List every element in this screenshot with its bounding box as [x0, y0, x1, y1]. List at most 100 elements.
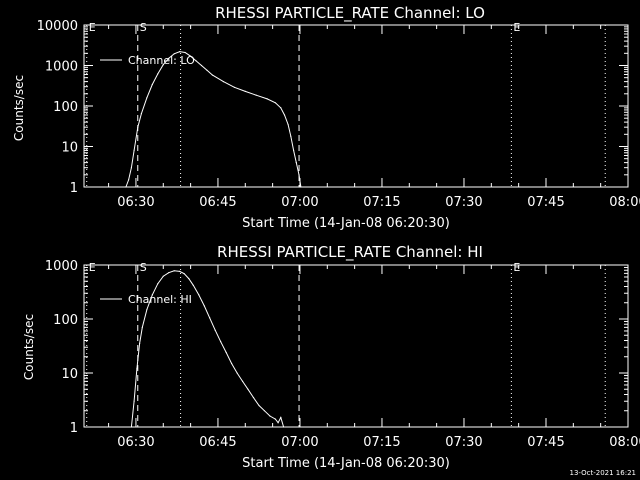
data-point	[298, 174, 300, 176]
data-point	[255, 94, 257, 96]
data-point	[173, 53, 175, 55]
y-tick-label: 100	[53, 100, 78, 115]
data-point	[133, 400, 135, 402]
y-tick-label: 1000	[45, 259, 78, 274]
data-point	[269, 415, 271, 417]
data-point	[258, 404, 260, 407]
x-tick-label: 07:30	[445, 195, 482, 210]
plot-frame	[83, 264, 629, 428]
data-point	[188, 278, 190, 280]
data-point	[287, 123, 289, 126]
chart-panel-lo: RHESSI PARTICLE_RATE Channel: LO Counts/…	[12, 4, 640, 231]
data-point	[293, 149, 295, 151]
data-point	[146, 308, 148, 311]
data-point	[236, 372, 238, 374]
x-tick-label: 07:00	[281, 195, 318, 210]
data-point	[263, 410, 265, 412]
data-point	[136, 368, 138, 370]
data-point	[280, 107, 282, 109]
y-axis-label: Counts/sec	[12, 75, 26, 141]
data-point	[168, 57, 170, 60]
x-tick-label: 07:15	[363, 435, 400, 450]
data-point	[211, 74, 214, 76]
timestamp: 13-Oct-2021 16:21	[570, 469, 636, 477]
y-axis-label: Counts/sec	[22, 314, 36, 380]
x-tick-label: 07:00	[281, 435, 318, 450]
x-tick-label: 07:45	[527, 435, 564, 450]
data-point	[233, 86, 235, 88]
data-point	[277, 422, 279, 424]
marker-label: E	[513, 261, 520, 274]
data-point	[128, 179, 130, 181]
data-point	[280, 416, 282, 419]
data-point	[200, 64, 203, 67]
data-point	[195, 60, 197, 62]
data-point	[247, 388, 249, 390]
data-point	[206, 69, 208, 71]
data-point	[300, 186, 302, 188]
marker-label: S	[140, 261, 147, 274]
data-point	[274, 102, 276, 104]
y-tick-label: 1000	[45, 60, 78, 75]
x-tick-label: 08:00	[609, 195, 640, 210]
data-point	[151, 294, 153, 296]
data-point	[130, 426, 132, 428]
data-point	[231, 362, 233, 365]
x-axis-label: Start Time (14-Jan-08 06:20:30)	[242, 216, 450, 231]
data-point	[139, 343, 141, 345]
y-tick-label: 100	[53, 313, 78, 328]
data-point	[157, 283, 159, 285]
marker-label: E	[89, 21, 96, 34]
marker-label: S	[140, 21, 147, 34]
legend-label: Channel: LO	[128, 54, 195, 67]
data-point	[173, 270, 175, 272]
data-point	[190, 55, 192, 57]
data-point	[184, 51, 186, 54]
data-point	[222, 81, 224, 83]
chart-title: RHESSI PARTICLE_RATE Channel: HI	[217, 243, 483, 262]
data-point	[266, 98, 268, 100]
data-point	[252, 397, 255, 399]
data-point	[244, 90, 246, 92]
y-tick-label: 1	[70, 181, 78, 196]
data-point	[133, 149, 135, 151]
data-point	[183, 273, 185, 275]
x-tick-label: 06:45	[199, 195, 236, 210]
data-point	[225, 351, 227, 354]
series-line	[125, 51, 302, 188]
data-point	[141, 326, 143, 328]
data-point	[140, 113, 142, 115]
y-tick-label: 10000	[37, 19, 78, 34]
y-tick-label: 10	[61, 367, 78, 382]
chart-title: RHESSI PARTICLE_RATE Channel: LO	[215, 4, 485, 23]
data-point	[179, 51, 181, 53]
data-point	[157, 73, 159, 75]
data-point	[283, 426, 285, 428]
x-tick-label: 08:00	[609, 435, 640, 450]
x-tick-label: 06:45	[199, 435, 236, 450]
x-tick-label: 07:30	[445, 435, 482, 450]
data-point	[220, 341, 222, 343]
data-point	[125, 186, 127, 188]
data-point	[130, 167, 132, 169]
data-point	[203, 305, 205, 307]
data-point	[192, 284, 194, 286]
data-point	[151, 83, 153, 86]
data-point	[162, 64, 164, 66]
data-point	[290, 135, 292, 137]
data-point	[283, 114, 286, 116]
data-point	[179, 270, 181, 272]
marker-label: E	[513, 21, 520, 34]
legend-label: Channel: HI	[128, 293, 192, 306]
x-tick-label: 06:30	[117, 195, 154, 210]
marker-label: E	[89, 261, 96, 274]
data-point	[146, 97, 148, 99]
x-tick-label: 07:45	[527, 195, 564, 210]
x-tick-label: 07:15	[363, 195, 400, 210]
x-tick-label: 06:30	[117, 435, 154, 450]
data-point	[274, 418, 276, 420]
y-tick-label: 10	[61, 141, 78, 156]
data-point	[209, 317, 211, 319]
x-axis-label: Start Time (14-Jan-08 06:20:30)	[242, 456, 450, 471]
